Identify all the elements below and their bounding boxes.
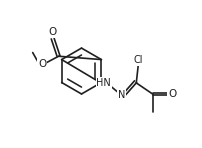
Text: O: O bbox=[167, 89, 176, 99]
Text: Cl: Cl bbox=[133, 55, 143, 65]
Text: O: O bbox=[38, 59, 46, 69]
Text: N: N bbox=[117, 90, 125, 100]
Text: HN: HN bbox=[96, 78, 110, 88]
Text: O: O bbox=[48, 27, 56, 37]
